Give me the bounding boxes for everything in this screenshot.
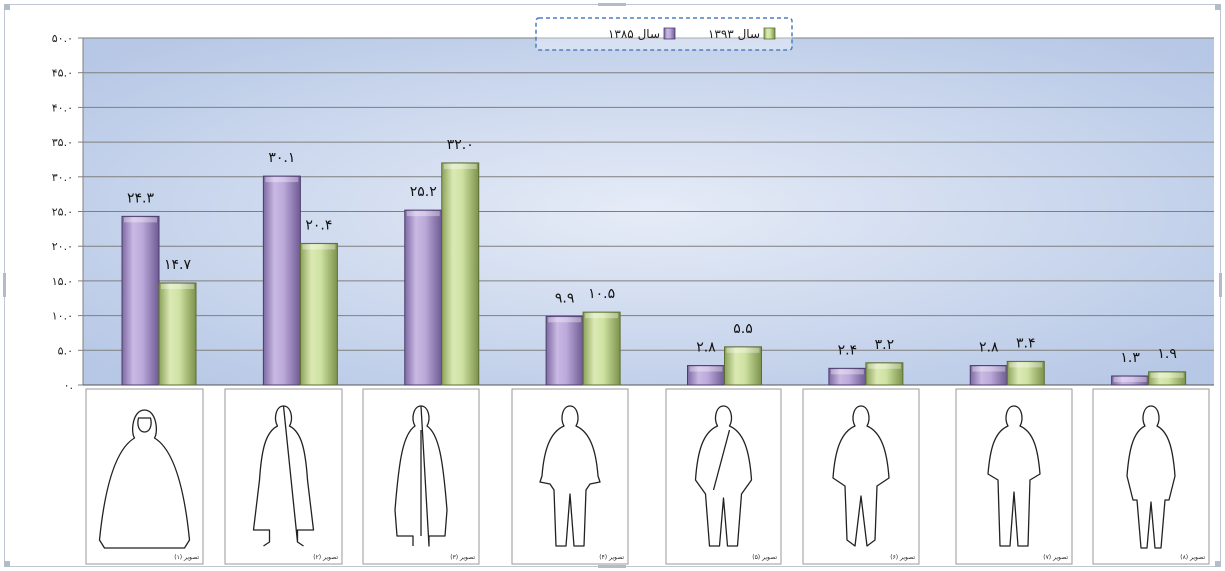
category-panel — [1092, 388, 1210, 565]
data-labels: ۲۴.۳ ۳۰.۱ ۲۵.۲ ۹.۹ ۲.۸ ۲.۴ ۲.۸ ۱.۳ ۱۴.۷ ۲۰.۴ ۳۲.۰ ۱… — [127, 137, 1177, 366]
category-panel — [85, 388, 204, 565]
woman-jacket-trousers-figure-icon — [539, 405, 601, 547]
category-panel — [955, 388, 1073, 565]
bar-bevel-highlight — [585, 313, 619, 319]
bar-bevel-highlight — [867, 363, 901, 369]
category-label: تصویر (۸) — [1180, 554, 1205, 561]
woman-asymmetric-coat-figure-icon — [694, 405, 753, 547]
category-label: تصویر (۱) — [174, 554, 199, 561]
bar-series-2 — [1148, 371, 1187, 386]
data-label: ۲۴.۳ — [127, 190, 154, 206]
y-tick-label: ۴۰.۰ — [52, 101, 73, 114]
woman-chador-figure-icon — [98, 409, 191, 549]
bar-series-2 — [299, 242, 338, 386]
data-label: ۱۴.۷ — [164, 257, 191, 273]
category-label: تصویر (۵) — [752, 554, 777, 561]
data-label: ۵.۵ — [733, 321, 753, 337]
y-tick-label: ۱۰.۰ — [52, 310, 73, 323]
legend-swatch-series-2 — [763, 27, 776, 40]
bar-bevel-highlight — [265, 177, 299, 183]
category-label: تصویر (۴) — [599, 554, 624, 561]
bar-bevel-highlight — [830, 369, 864, 375]
bar-series-1 — [404, 209, 443, 386]
y-tick-label: ۱۵.۰ — [52, 275, 73, 288]
legend-swatch-series-1 — [663, 27, 676, 40]
data-label: ۳۰.۱ — [268, 150, 295, 166]
category-label: تصویر (۳) — [450, 554, 475, 561]
bar-series-2 — [865, 362, 904, 386]
bar-bevel-highlight — [689, 366, 723, 372]
category-label: تصویر (۲) — [313, 554, 338, 561]
data-label: ۳.۴ — [1016, 335, 1036, 351]
woman-skirt-suit-figure-icon — [1126, 405, 1176, 549]
data-label: ۱۰.۵ — [588, 286, 615, 302]
bar-bevel-highlight — [161, 283, 194, 289]
y-tick-label: ۵۰.۰ — [52, 32, 73, 45]
bar-bevel-highlight — [406, 211, 440, 217]
bar-bevel-highlight — [726, 347, 760, 353]
bar-bevel-highlight — [1009, 362, 1043, 368]
woman-long-coat-figure-icon — [394, 405, 448, 547]
bar-series-2 — [582, 311, 621, 386]
woman-short-coat-figure-icon — [832, 405, 890, 547]
y-tick-label: ۵.۰ — [58, 344, 73, 357]
category-figures: تصویر (۱) تصویر (۲) تصویر (۳) تصویر (۴) تصوی… — [85, 388, 1210, 565]
y-tick-label: ۲۵.۰ — [52, 206, 73, 219]
data-label: ۹.۹ — [555, 290, 575, 306]
bar-series-2 — [441, 162, 480, 386]
data-label: ۳۲.۰ — [447, 137, 474, 153]
frame-handles — [3, 3, 1222, 568]
bar-bevel-highlight — [1113, 376, 1147, 382]
data-label: ۲.۸ — [979, 340, 999, 356]
bar-bevel-highlight — [972, 366, 1006, 372]
bar-series-1 — [121, 215, 160, 386]
bar-series-1 — [545, 315, 584, 386]
category-label: تصویر (۷) — [1043, 554, 1068, 561]
bar-series-2 — [158, 282, 197, 386]
legend-label-series-1: سال ۱۳۸۵ — [608, 27, 660, 41]
bar-series-2 — [724, 346, 762, 386]
bar-bevel-highlight — [124, 217, 157, 223]
bar-bevel-highlight — [443, 163, 477, 169]
y-tick-label: ۲۰.۰ — [52, 240, 73, 253]
category-label: تصویر (۶) — [890, 554, 915, 561]
category-panel — [665, 388, 782, 565]
bar-bevel-highlight — [1150, 372, 1184, 378]
y-tick-labels: ۰. ۵.۰ ۱۰.۰ ۱۵.۰ ۲۰.۰ ۲۵.۰ ۳۰.۰ ۳۵.۰ ۴۰.۰ ۴۵.۰ ۵۰.… — [52, 32, 73, 392]
data-label: ۲۰.۴ — [305, 217, 332, 233]
bar-series-1 — [262, 175, 301, 386]
bar-bevel-highlight — [302, 244, 336, 250]
woman-long-dress-figure-icon — [252, 405, 315, 547]
category-panel — [511, 388, 629, 565]
category-panel — [224, 388, 343, 565]
data-label: ۲.۴ — [838, 342, 858, 358]
legend-label-series-2: سال ۱۳۹۳ — [708, 27, 760, 41]
y-tick-label: ۳۰.۰ — [52, 171, 73, 184]
y-tick-label: ۳۵.۰ — [52, 136, 73, 149]
data-label: ۲۵.۲ — [410, 184, 437, 200]
data-label: ۱.۳ — [1120, 350, 1140, 366]
bar-bevel-highlight — [548, 317, 582, 323]
category-panel — [802, 388, 920, 565]
data-label: ۱.۹ — [1157, 346, 1177, 362]
legend: سال ۱۳۹۳ سال ۱۳۸۵ — [535, 17, 793, 51]
y-tick-label: ۴۵.۰ — [52, 67, 73, 80]
y-tick-label: ۰. — [64, 379, 73, 392]
data-label: ۳.۲ — [875, 337, 895, 353]
data-label: ۲.۸ — [696, 340, 716, 356]
bar-series-2 — [1006, 360, 1045, 386]
bars — [121, 162, 1187, 386]
woman-blouse-figure-icon — [987, 405, 1041, 547]
